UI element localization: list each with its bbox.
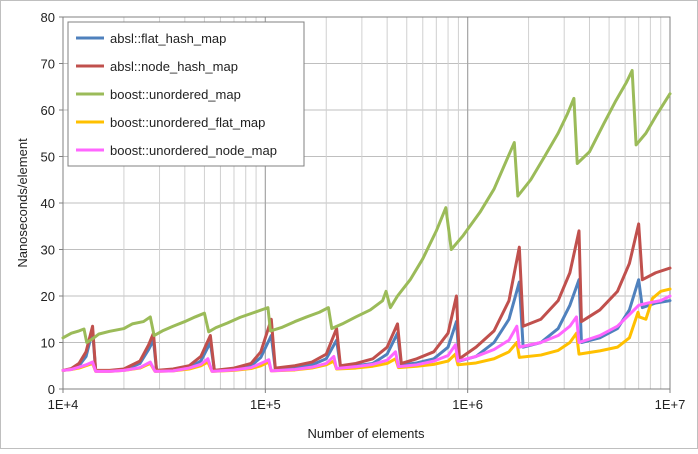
y-tick-label: 0 bbox=[48, 382, 55, 397]
axis-ticks: 0 10 20 30 40 50 60 70 80 1E+4 1E+5 1E+6 1E+7 bbox=[41, 10, 686, 412]
x-tick-label: 1E+6 bbox=[452, 397, 483, 412]
series-line-2 bbox=[61, 68, 672, 344]
legend: absl::flat_hash_mapabsl::node_hash_mapbo… bbox=[67, 21, 305, 167]
series-line-4 bbox=[61, 294, 672, 373]
legend-items: absl::flat_hash_mapabsl::node_hash_mapbo… bbox=[76, 31, 277, 158]
x-tick-label: 1E+4 bbox=[48, 397, 79, 412]
series-lines bbox=[61, 68, 672, 373]
series-line-1 bbox=[61, 222, 672, 372]
legend-label: absl::node_hash_map bbox=[110, 59, 238, 74]
y-tick-label: 60 bbox=[41, 103, 55, 118]
y-tick-label: 70 bbox=[41, 57, 55, 72]
x-tick-label: 1E+5 bbox=[250, 397, 281, 412]
legend-label: absl::flat_hash_map bbox=[110, 31, 226, 46]
legend-box bbox=[67, 21, 305, 167]
legend-label: boost::unordered_node_map bbox=[110, 143, 277, 158]
y-tick-label: 30 bbox=[41, 243, 55, 258]
y-tick-label: 10 bbox=[41, 336, 55, 351]
y-tick-label: 40 bbox=[41, 196, 55, 211]
x-axis-label: Number of elements bbox=[307, 426, 425, 441]
y-tick-label: 80 bbox=[41, 10, 55, 25]
y-axis-label: Nanoseconds/element bbox=[15, 138, 30, 268]
legend-label: boost::unordered_flat_map bbox=[110, 115, 265, 130]
y-tick-label: 20 bbox=[41, 289, 55, 304]
x-tick-label: 1E+7 bbox=[655, 397, 686, 412]
y-tick-label: 50 bbox=[41, 150, 55, 165]
legend-label: boost::unordered_map bbox=[110, 87, 241, 102]
